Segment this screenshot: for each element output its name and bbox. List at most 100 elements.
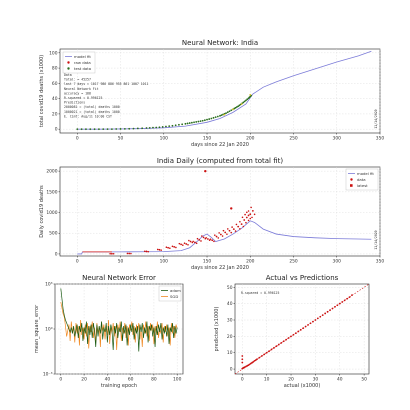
raw-data-point	[228, 110, 231, 113]
x-tick-label: 100	[160, 136, 169, 142]
prediction-point	[277, 343, 280, 346]
y-axis-label: Daily covid19 deaths	[39, 185, 45, 238]
prediction-point	[273, 346, 275, 349]
prediction-point	[312, 320, 314, 323]
daily-data-point	[128, 252, 131, 255]
info-text-line: R-squared = 0.996125	[64, 96, 102, 100]
prediction-point	[241, 355, 244, 357]
y-axis-label: predicted (x1000)	[214, 307, 220, 352]
daily-data-point	[240, 223, 243, 226]
chart-title: Neural Network: India	[182, 39, 258, 47]
daily-data-point	[237, 225, 240, 228]
daily-data-point	[180, 243, 182, 246]
raw-data-point	[132, 127, 135, 130]
y-tick-label: 1500	[46, 189, 57, 195]
raw-data-point	[178, 123, 180, 126]
x-tick-label: 200	[246, 259, 255, 265]
raw-data-point	[243, 100, 246, 103]
test-data-point	[232, 108, 234, 111]
legend-label: model fit	[74, 54, 91, 59]
x-tick-label: 50	[361, 377, 367, 383]
daily-data-point	[247, 214, 250, 217]
raw-data-point	[161, 125, 164, 128]
raw-data-point	[230, 109, 233, 112]
daily-data-point	[126, 252, 129, 255]
prediction-point	[336, 304, 339, 307]
raw-data-point	[188, 122, 191, 124]
raw-data-point	[119, 128, 122, 130]
raw-data-point	[235, 106, 238, 108]
x-tick-label: 100	[160, 259, 169, 265]
x-tick-label: 250	[289, 259, 298, 265]
prediction-point	[348, 296, 351, 298]
raw-data-point	[89, 128, 92, 131]
daily-data-point	[251, 216, 253, 219]
info-text-line: Neural Network Fit	[64, 87, 99, 91]
raw-data-point	[168, 125, 171, 128]
raw-data-point	[208, 118, 211, 120]
daily-data-point	[160, 249, 162, 251]
prediction-point	[321, 314, 324, 316]
x-tick-label: 0	[241, 377, 244, 383]
daily-data-point	[110, 252, 113, 255]
prediction-point	[295, 332, 297, 334]
raw-data-point	[212, 116, 215, 119]
x-axis-label: actual (x1000)	[284, 383, 321, 389]
daily-data-point	[213, 240, 215, 243]
daily-data-point	[192, 240, 194, 243]
raw-data-point	[246, 98, 249, 101]
test-data-point	[249, 93, 252, 96]
legend-swatch	[67, 67, 70, 70]
daily-data-point	[249, 213, 252, 216]
daily-data-point	[224, 231, 227, 234]
raw-data-point	[174, 124, 177, 127]
raw-data-point	[201, 119, 204, 122]
raw-data-point	[102, 128, 105, 131]
raw-data-point	[184, 122, 187, 125]
legend-label: test data	[74, 66, 91, 71]
raw-data-point	[245, 99, 247, 102]
x-tick-label: 0	[76, 259, 79, 265]
daily-data-point	[173, 245, 176, 248]
raw-data-point	[171, 124, 174, 127]
prediction-point	[268, 350, 271, 352]
x-tick-label: 50	[118, 136, 124, 142]
chart-nn-error: 0 20 40 60 80 100 10⁻³ 10⁰ 10³ Neural Network Err…	[34, 274, 184, 389]
prediction-point	[302, 327, 305, 330]
date-stamp: 11/14/2020	[374, 230, 378, 249]
raw-data-point	[206, 118, 208, 121]
x-tick-label: 300	[333, 259, 342, 265]
chart-actual-vs-predictions: 0 10 20 30 40 50 0 10 20 30 40 50 Actual vs Predicti…	[214, 274, 370, 389]
daily-data-point	[185, 243, 188, 245]
raw-data-point	[237, 105, 240, 108]
legend-swatch	[350, 178, 353, 181]
chart-title: Actual vs Predictions	[266, 274, 339, 282]
prediction-point	[351, 294, 353, 297]
chart-title: Neural Network Error	[82, 274, 156, 282]
y-tick-label: 100	[49, 50, 58, 56]
y-tick-label: 40	[52, 96, 58, 102]
raw-data-point	[233, 107, 236, 110]
prediction-point	[346, 297, 348, 300]
daily-data-point	[228, 229, 231, 232]
daily-data-point	[165, 246, 168, 249]
raw-data-point	[210, 117, 213, 120]
prediction-point	[287, 337, 290, 339]
y-tick-label: 10⁻³	[43, 372, 53, 378]
daily-outlier-point	[230, 207, 233, 210]
raw-data-point	[93, 128, 96, 131]
prediction-point	[329, 309, 331, 312]
legend-box	[62, 51, 96, 74]
prediction-point	[319, 315, 322, 318]
prediction-point	[316, 317, 319, 320]
date-stamp: 11/14/2020	[374, 109, 378, 128]
prediction-point	[280, 342, 283, 344]
legend-swatch	[350, 184, 353, 187]
raw-data-point	[148, 126, 151, 129]
x-tick-label: 0	[59, 377, 62, 383]
daily-data-point	[147, 250, 150, 253]
daily-data-point	[183, 242, 186, 245]
raw-data-point	[165, 125, 167, 128]
daily-data-point	[188, 239, 190, 242]
